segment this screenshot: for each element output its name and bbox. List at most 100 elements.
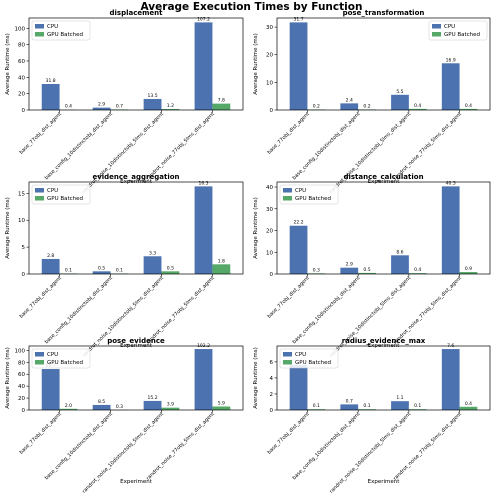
- bar-value-label: 2.0: [65, 403, 72, 409]
- legend-swatch-gpu: [35, 196, 44, 201]
- y-axis-label: Average Runtime (ms): [5, 197, 11, 259]
- cpu-bar: [41, 258, 60, 274]
- x-axis-label: Experiment: [120, 479, 153, 485]
- legend-label: CPU: [47, 24, 58, 30]
- y-axis-label: Average Runtime (ms): [253, 197, 259, 259]
- legend: CPU GPU Batched: [279, 348, 339, 369]
- gpu-bar: [459, 272, 478, 274]
- figure-title: Average Execution Times by Function: [140, 1, 363, 13]
- legend-label: GPU Batched: [47, 360, 83, 366]
- axes-frame: [28, 345, 244, 411]
- legend-label: GPU Batched: [444, 32, 480, 38]
- legend-swatch-cpu: [35, 188, 44, 193]
- bar-value-label: 0.1: [116, 267, 123, 273]
- legend-swatch-cpu: [35, 24, 44, 29]
- chart-title: pose_transformation: [343, 9, 425, 17]
- axes-frame: [276, 181, 491, 275]
- cpu-bar: [194, 186, 213, 274]
- axes-frame: [28, 17, 244, 111]
- chart-panel-4: 22.2 2.9 8.6 40.3 0.3 0.5 0.4 0.9 0 10 20 30 40 base_…: [253, 173, 491, 359]
- cpu-bar: [92, 107, 111, 110]
- y-tick-label: 2: [270, 392, 274, 398]
- chart-title: radius_evidence_max: [342, 337, 426, 345]
- legend-label: CPU: [47, 188, 58, 194]
- y-tick-label: 80: [18, 43, 25, 49]
- y-axis-label: Average Runtime (ms): [253, 33, 259, 95]
- y-axis-label: Average Runtime (ms): [253, 347, 259, 409]
- bar-value-label: 5.9: [218, 400, 225, 406]
- x-tick-label: base_77obj_dist_agent: [18, 111, 63, 156]
- y-tick-label: 0: [22, 108, 26, 114]
- legend-swatch-gpu: [35, 360, 44, 365]
- gpu-bar: [212, 264, 231, 274]
- legend-label: GPU Batched: [47, 196, 83, 202]
- cpu-bar: [340, 404, 359, 410]
- legend-swatch-gpu: [432, 32, 441, 37]
- legend-swatch-gpu: [35, 32, 44, 37]
- bar-value-label: 31.8: [46, 78, 56, 84]
- bar-value-label: 0.9: [465, 266, 472, 272]
- gpu-bar: [408, 108, 427, 110]
- legend-label: CPU: [295, 188, 306, 194]
- bar-value-label: 2.9: [98, 102, 105, 108]
- legend-swatch-gpu: [283, 360, 292, 365]
- gpu-bar: [161, 271, 180, 274]
- y-tick-label: 30: [266, 25, 273, 31]
- chart-panel-1: 31.8 2.9 13.5 107.2 0.4 0.7 1.2 7.8 0 20 40 60 80 100…: [5, 9, 244, 195]
- y-tick-label: 60: [18, 372, 25, 378]
- y-axis-label: Average Runtime (ms): [5, 347, 11, 409]
- legend-label: CPU: [47, 352, 58, 358]
- cpu-bar: [391, 401, 409, 410]
- cpu-bar: [143, 256, 162, 274]
- y-tick-label: 60: [18, 59, 25, 65]
- gpu-bar: [212, 103, 231, 110]
- cpu-bar: [143, 98, 162, 110]
- x-tick-label: base_77obj_dist_agent: [266, 411, 311, 456]
- legend: CPU GPU Batched: [31, 348, 91, 369]
- bar-value-label: 0.7: [116, 103, 123, 109]
- legend-swatch-cpu: [283, 188, 292, 193]
- bar-value-label: 8.5: [98, 399, 105, 405]
- bar-value-label: 0.5: [167, 265, 174, 271]
- bar-value-label: 0.4: [465, 401, 472, 407]
- y-tick-label: 20: [266, 53, 273, 59]
- bar-value-label: 0.1: [65, 267, 72, 273]
- bar-value-label: 0.3: [313, 267, 320, 273]
- y-tick-label: 0: [22, 408, 26, 414]
- cpu-bar: [391, 94, 409, 110]
- bar-value-label: 0.4: [65, 104, 72, 110]
- bar-value-label: 40.3: [446, 180, 456, 186]
- bar-value-label: 1.2: [167, 103, 174, 109]
- chart-title: distance_calculation: [343, 173, 423, 181]
- legend-swatch-gpu: [283, 196, 292, 201]
- legend-box: [31, 20, 91, 41]
- bar-value-label: 15.2: [148, 395, 158, 401]
- cpu-bar: [340, 267, 359, 274]
- cpu-bar: [41, 84, 60, 110]
- gpu-bar: [408, 409, 427, 410]
- bar-value-label: 0.4: [465, 103, 472, 109]
- gpu-bar: [212, 406, 231, 410]
- bar-value-label: 5.5: [396, 89, 403, 95]
- bar-value-label: 0.2: [363, 103, 370, 109]
- bar-value-label: 16.3: [198, 180, 208, 186]
- y-tick-label: 20: [266, 229, 273, 235]
- y-axis-label: Average Runtime (ms): [5, 33, 11, 95]
- bar-value-label: 0.7: [346, 398, 353, 404]
- legend-label: CPU: [444, 24, 455, 30]
- chart-title: evidence_aggregation: [92, 173, 179, 181]
- x-axis-label: Experiment: [368, 479, 401, 485]
- legend: CPU GPU Batched: [31, 20, 91, 41]
- chart-panel-3: 2.8 0.5 3.3 16.3 0.1 0.1 0.5 1.8 0 5 10 15 base_77ob…: [5, 173, 244, 359]
- cpu-bar: [340, 103, 359, 110]
- cpu-bar: [441, 63, 460, 110]
- legend-swatch-cpu: [432, 24, 441, 29]
- chart-panel-5: 68.78.515.2102.22.00.33.95.9020406080100…: [5, 337, 244, 495]
- chart-title: pose_evidence: [107, 337, 165, 345]
- cpu-bar: [92, 271, 111, 274]
- y-tick-label: 40: [18, 75, 25, 81]
- chart-title: displacement: [110, 9, 164, 17]
- legend: CPU GPU Batched: [428, 20, 488, 41]
- cpu-bar: [194, 349, 213, 410]
